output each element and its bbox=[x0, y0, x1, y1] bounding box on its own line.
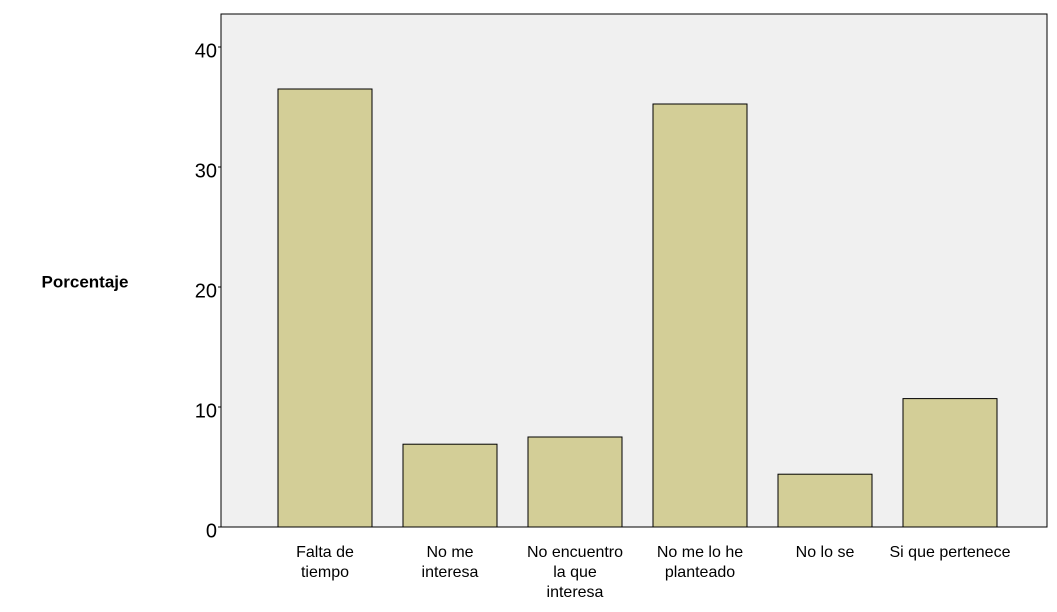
bar bbox=[652, 103, 748, 528]
bar bbox=[902, 398, 998, 528]
bar bbox=[277, 88, 373, 528]
x-tick-label: No lo se bbox=[795, 544, 855, 561]
y-tick-label: 0 bbox=[206, 520, 217, 542]
x-tick-label: No encuentro la que interesa bbox=[526, 544, 624, 601]
x-tick-label: Falta de tiempo bbox=[296, 544, 354, 581]
y-tick-label: 30 bbox=[195, 160, 217, 182]
y-tick-label: 20 bbox=[195, 280, 217, 302]
y-axis-label: Porcentaje bbox=[42, 272, 129, 291]
x-tick-label: Si que pertenece bbox=[889, 544, 1011, 561]
y-tick-label: 10 bbox=[195, 400, 217, 422]
bar bbox=[777, 473, 873, 528]
x-tick-label: No me lo he planteado bbox=[656, 544, 744, 581]
y-tick-label: 40 bbox=[195, 40, 217, 62]
bar bbox=[527, 436, 623, 528]
x-tick-label: No me interesa bbox=[421, 544, 479, 581]
bar bbox=[402, 443, 498, 528]
